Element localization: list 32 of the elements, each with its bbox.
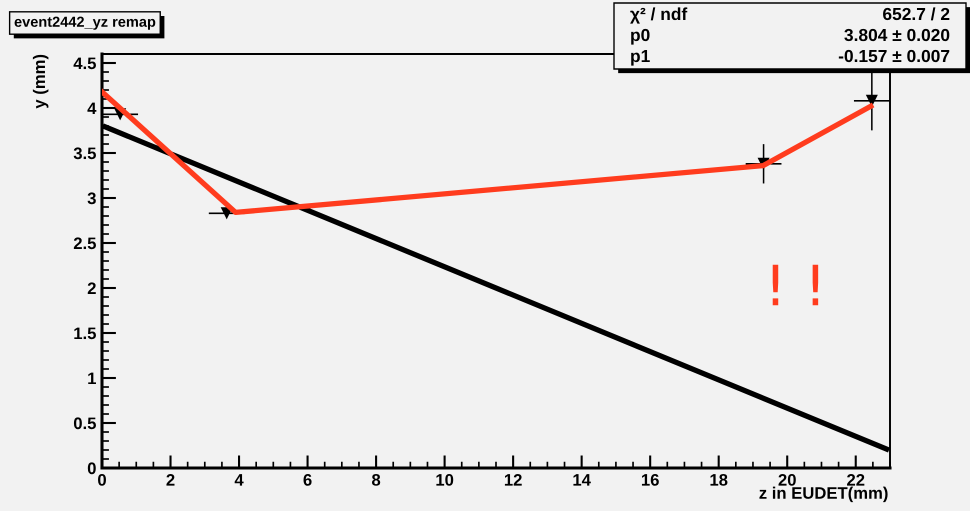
chart-title: event2442_yz remap: [14, 16, 156, 30]
x-tick-label: 20: [778, 474, 796, 486]
x-tick-label: 22: [847, 474, 864, 486]
y-tick-label: 2.5: [74, 237, 96, 250]
y-axis-title: y (mm): [32, 54, 48, 109]
x-tick-label: 2: [166, 474, 174, 486]
x-tick-label: 8: [372, 474, 380, 486]
y-tick-label: 4: [87, 102, 96, 114]
text: p0: [631, 28, 650, 45]
x-tick-label: 10: [436, 474, 454, 486]
x-tick-label: 12: [504, 474, 522, 486]
text: 652.7 / 2: [883, 7, 950, 20]
annotation: ! !: [772, 264, 818, 306]
y-tick-label: 3.5: [74, 147, 96, 160]
x-tick-label: 4: [234, 474, 244, 486]
annotation: p1: [631, 50, 650, 66]
y-tick-label: 3: [88, 192, 96, 204]
x-tick-label: 6: [304, 474, 312, 486]
y-tick-label: 1: [88, 372, 96, 384]
x-tick-label: 16: [642, 474, 659, 486]
x-tick-label: 18: [710, 474, 728, 486]
y-tick-label: 0: [88, 462, 96, 474]
y-tick-label: 1.5: [74, 328, 96, 340]
x-tick-label: 14: [573, 474, 591, 486]
text: 3.804 ± 0.020: [844, 28, 950, 42]
text: χ² / ndf: [630, 7, 688, 24]
x-tick-label: 0: [98, 474, 106, 486]
y-tick-label: 4.5: [74, 58, 96, 70]
annotation: -0.157 ± 0.007: [838, 50, 950, 62]
y-tick-label: 2: [88, 282, 96, 294]
x-axis-title: z in EUDET(mm): [759, 486, 888, 502]
y-tick-label: 0.5: [74, 417, 96, 430]
